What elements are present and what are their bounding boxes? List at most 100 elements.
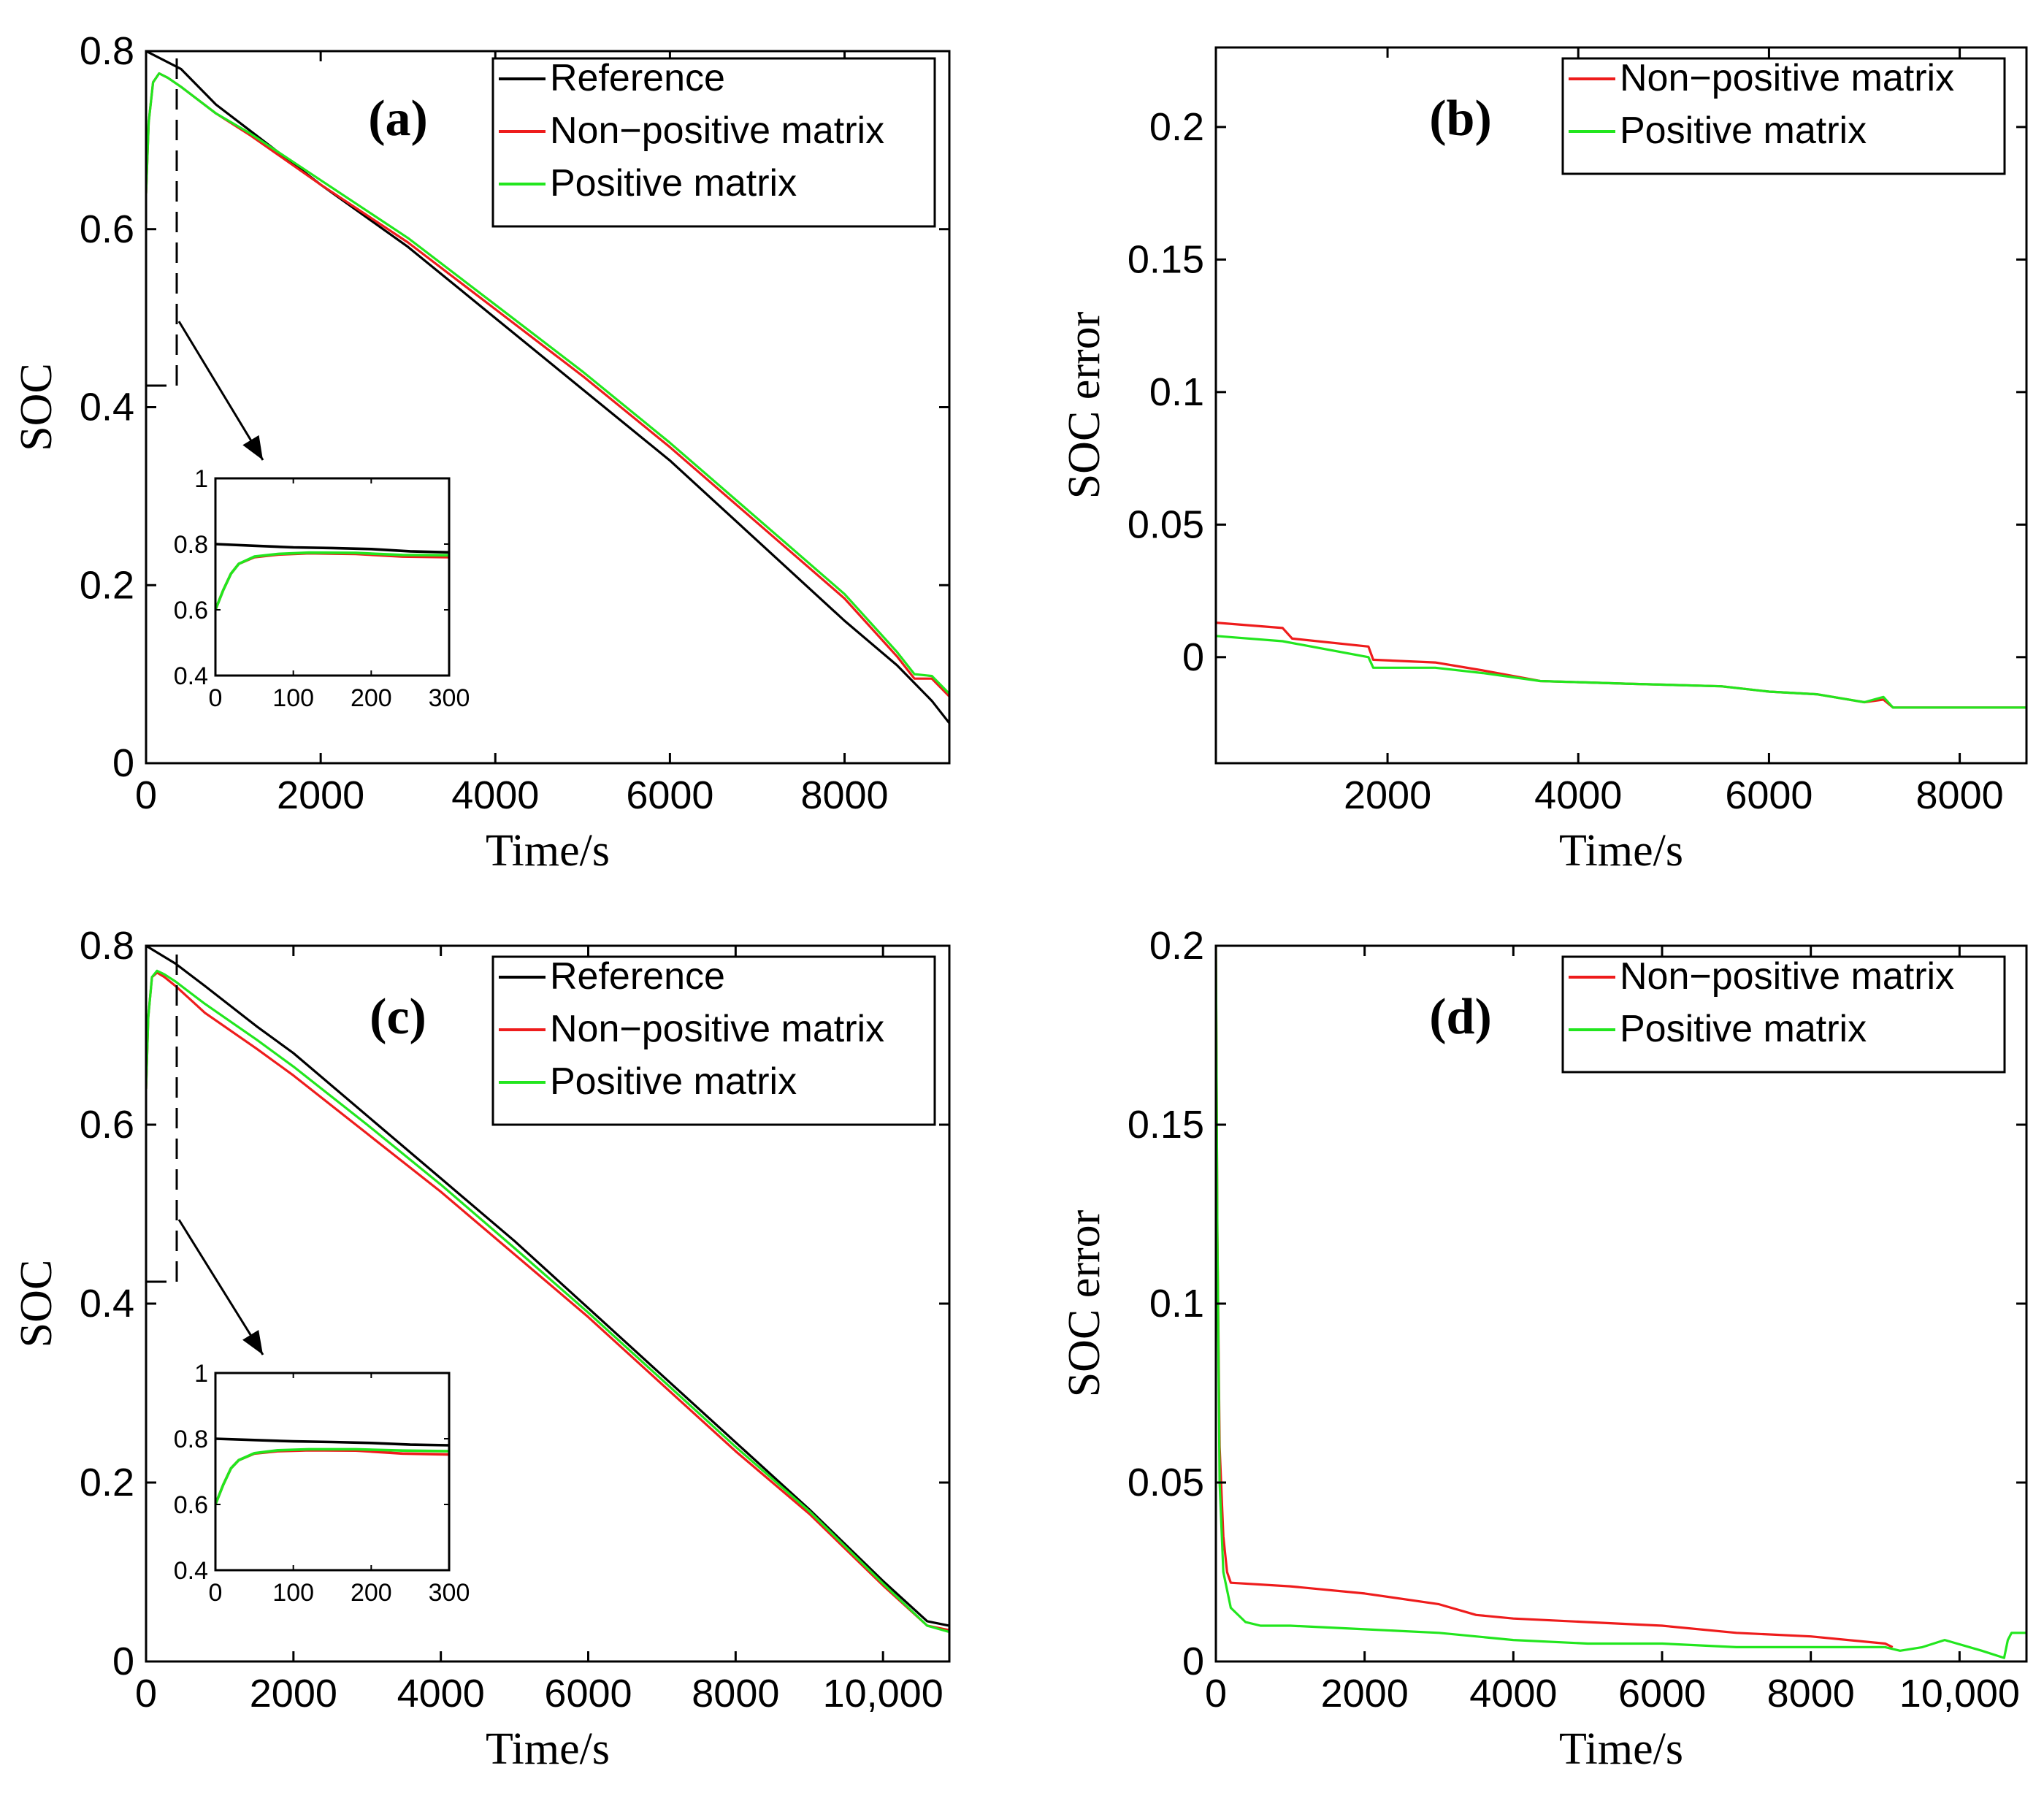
y-tick-label: 0.4 <box>174 662 208 690</box>
y-tick-label: 0 <box>1182 635 1204 679</box>
zoom-arrow-line <box>177 1219 264 1355</box>
y-tick-label: 0.15 <box>1128 1103 1204 1147</box>
zoom-region-box <box>146 51 178 387</box>
x-tick-label: 6000 <box>544 1672 632 1716</box>
legend-entry: Positive matrix <box>1620 1008 1867 1050</box>
y-tick-label: 0.2 <box>80 563 134 607</box>
panel-d: 0 2000 4000 6000 8000 10,000 0 0.05 0.1 0.15 0.2 Ti… <box>1060 924 2028 1774</box>
x-tick-label: 8000 <box>800 773 888 817</box>
series-line-positive-matrix <box>215 1447 449 1505</box>
x-tick-label: 300 <box>429 1579 470 1607</box>
legend: Reference Non−positive matrix Positive mat… <box>491 57 936 228</box>
plot-frame <box>1214 46 2028 765</box>
y-tick-label: 0.6 <box>80 207 134 251</box>
panel-label: (d) <box>1429 989 1492 1045</box>
x-tick-label: 4000 <box>397 1672 485 1716</box>
inset-chart: 0 100 200 300 0.4 0.6 0.8 1 <box>174 1360 470 1607</box>
y-tick-label: 0.8 <box>80 29 134 73</box>
y-tick-label: 0 <box>112 1640 134 1683</box>
zoom-arrow-line <box>177 321 264 461</box>
x-tick-label: 6000 <box>1618 1672 1706 1716</box>
x-tick-label: 2000 <box>277 773 364 817</box>
zoom-region-box <box>146 946 178 1283</box>
x-tick-label: 300 <box>429 684 470 712</box>
legend: Reference Non−positive matrix Positive mat… <box>491 955 936 1126</box>
zoom-arrow-head <box>242 435 263 460</box>
y-tick-label: 0.05 <box>1128 502 1204 546</box>
legend-entry: Reference <box>550 955 725 998</box>
series-line-reference <box>215 543 449 554</box>
x-axis-title: Time/s <box>486 826 610 876</box>
legend-box <box>1561 955 2006 1074</box>
x-tick-label: 6000 <box>626 773 713 817</box>
plot-frame <box>214 477 451 677</box>
series-line-reference <box>215 1437 449 1447</box>
x-tick-label: 200 <box>351 684 392 712</box>
y-tick-label: 1 <box>194 1360 208 1388</box>
y-tick-label: 1 <box>194 465 208 493</box>
legend: Non−positive matrix Positive matrix <box>1561 57 2006 175</box>
plot-frame <box>214 1372 451 1572</box>
x-tick-label: 4000 <box>451 773 539 817</box>
y-tick-label: 0.15 <box>1128 237 1204 281</box>
y-tick-label: 0.6 <box>174 1491 208 1519</box>
x-tick-label: 2000 <box>250 1672 337 1716</box>
y-tick-label: 0.4 <box>174 1557 208 1585</box>
x-tick-label: 6000 <box>1725 773 1813 817</box>
panel-a: 0 2000 4000 6000 800000.20.40.60.8Time/sSOC(… <box>12 29 951 876</box>
legend-box <box>491 57 936 228</box>
legend-box <box>491 955 936 1126</box>
series-line-reference <box>146 946 949 1627</box>
x-tick-label: 10,000 <box>823 1672 943 1716</box>
x-tick-label: 100 <box>272 1579 314 1607</box>
series-group <box>215 543 449 611</box>
y-tick-label: 0.8 <box>174 1426 208 1453</box>
y-tick-label: 0.1 <box>1149 1282 1204 1326</box>
series-line-positive-matrix <box>146 969 949 1634</box>
panel-label: (a) <box>368 91 428 147</box>
x-tick-label: 10,000 <box>1899 1672 2020 1716</box>
y-tick-label: 0.6 <box>80 1103 134 1147</box>
x-tick-label: 0 <box>209 684 223 712</box>
legend-entry: Positive matrix <box>550 162 797 204</box>
legend-entry: Positive matrix <box>1620 110 1867 152</box>
x-tick-label: 2000 <box>1321 1672 1409 1716</box>
series-group <box>1216 622 2026 709</box>
series-group <box>146 51 949 724</box>
y-tick-label: 0.1 <box>1149 370 1204 414</box>
series-line-reference <box>146 51 949 724</box>
series-group <box>215 1437 449 1505</box>
series-line-positive-matrix <box>1216 946 2026 1659</box>
x-tick-label: 2000 <box>1344 773 1431 817</box>
y-axis-title: SOC <box>12 1260 61 1348</box>
y-axis-title: SOC error <box>1060 1209 1109 1397</box>
x-axis-title: Time/s <box>1559 826 1683 876</box>
legend-entry: Non−positive matrix <box>550 1008 884 1050</box>
y-axis-title: SOC <box>12 363 61 451</box>
inset-background <box>215 1373 449 1570</box>
panel-c: 0 2000 4000 6000 8000 10,00000.20.40.60.8Time… <box>12 924 951 1774</box>
legend-entry: Non−positive matrix <box>1620 955 1954 998</box>
x-tick-label: 8000 <box>1916 773 2004 817</box>
y-tick-label: 0.05 <box>1128 1461 1204 1504</box>
series-line-non-positive-matrix <box>1216 622 2026 709</box>
legend-entry: Non−positive matrix <box>1620 57 1954 99</box>
y-tick-label: 0.4 <box>80 386 134 429</box>
x-axis-title: Time/s <box>1559 1724 1683 1774</box>
x-tick-label: 100 <box>272 684 314 712</box>
y-tick-label: 0 <box>112 741 134 785</box>
y-tick-label: 0.2 <box>80 1461 134 1504</box>
series-line-positive-matrix <box>215 551 449 611</box>
y-axis-title: SOC error <box>1060 311 1109 499</box>
zoom-arrow-head <box>242 1329 263 1355</box>
x-tick-label: 0 <box>135 773 157 817</box>
x-tick-label: 200 <box>351 1579 392 1607</box>
legend: Non−positive matrix Positive matrix <box>1561 955 2006 1074</box>
series-group <box>146 946 949 1634</box>
y-tick-label: 0.8 <box>80 924 134 968</box>
inset-background <box>215 478 449 676</box>
panel-label: (b) <box>1429 91 1492 147</box>
legend-box <box>1561 57 2006 175</box>
inset-chart: 0 100 200 300 0.4 0.6 0.8 1 <box>174 465 470 712</box>
legend-entry: Reference <box>550 57 725 99</box>
